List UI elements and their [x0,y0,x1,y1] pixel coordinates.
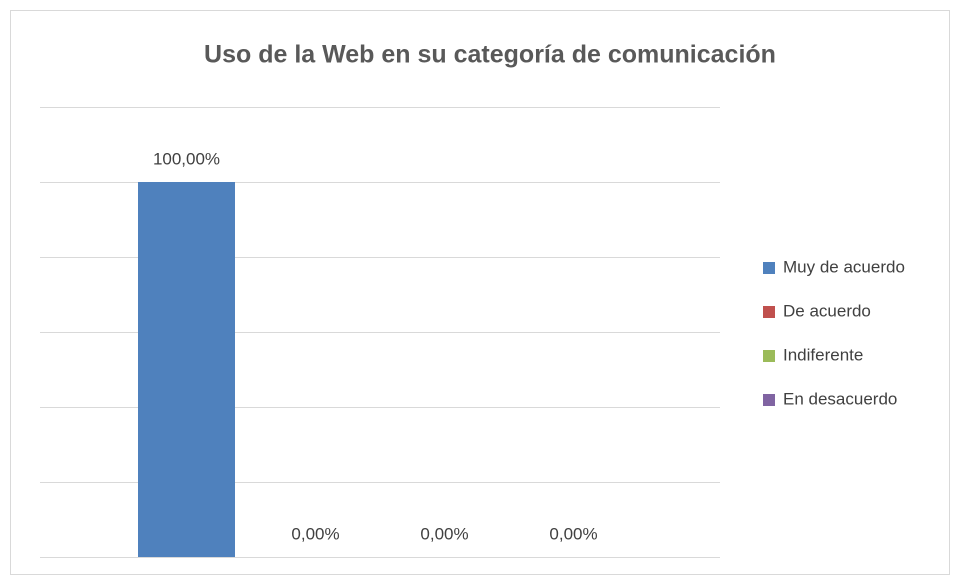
data-label: 100,00% [153,149,220,168]
legend-swatch [763,350,775,362]
legend-swatch [763,306,775,318]
legend-label: Indiferente [783,345,863,364]
data-label: 0,00% [420,524,468,543]
legend-label: Muy de acuerdo [783,257,905,276]
chart-title: Uso de la Web en su categoría de comunic… [204,41,776,69]
legend-swatch [763,394,775,406]
data-label: 0,00% [291,524,339,543]
legend-label: De acuerdo [783,301,871,320]
legend-swatch [763,262,775,274]
legend-label: En desacuerdo [783,389,897,408]
bar [138,182,235,557]
data-label: 0,00% [549,524,597,543]
